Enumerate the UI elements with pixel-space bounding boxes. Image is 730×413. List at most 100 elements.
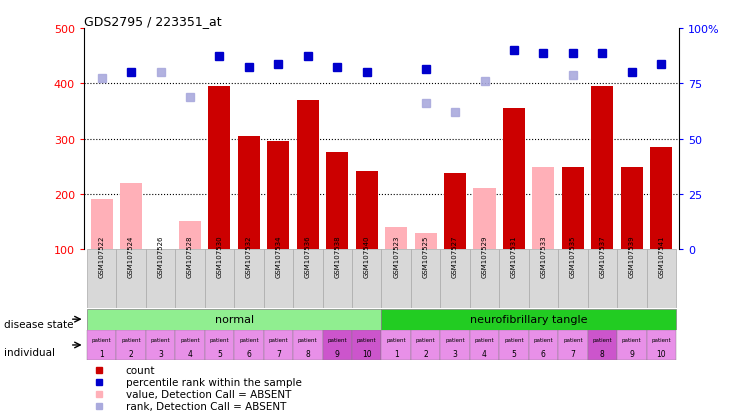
Bar [208,87,231,249]
Text: 9: 9 [335,349,339,358]
Text: 5: 5 [512,349,516,358]
Text: GSM107527: GSM107527 [452,235,458,278]
Text: GSM107524: GSM107524 [128,235,134,278]
Text: GSM107534: GSM107534 [275,235,281,278]
Text: rank, Detection Call = ABSENT: rank, Detection Call = ABSENT [126,401,286,411]
Text: count: count [126,365,155,375]
Bar [440,249,470,309]
Text: 4: 4 [482,349,487,358]
Text: GSM107540: GSM107540 [364,235,369,278]
Text: normal: normal [215,314,254,324]
Bar [293,330,323,360]
Text: 8: 8 [600,349,604,358]
Text: patient: patient [622,337,642,342]
Bar [264,249,293,309]
Text: 6: 6 [247,349,251,358]
Bar [234,330,264,360]
Text: GSM107541: GSM107541 [658,235,664,278]
Text: patient: patient [563,337,583,342]
Text: GSM107523: GSM107523 [393,235,399,278]
Text: 10: 10 [656,349,666,358]
Bar [175,249,204,309]
Text: patient: patient [92,337,112,342]
Text: disease state: disease state [4,319,73,329]
Text: GSM107532: GSM107532 [246,235,252,278]
Bar [356,171,377,249]
Bar [474,189,496,249]
Bar [617,330,647,360]
Bar [385,228,407,249]
Text: GDS2795 / 223351_at: GDS2795 / 223351_at [84,15,222,28]
Bar [503,109,525,249]
Text: patient: patient [386,337,406,342]
Bar [411,249,440,309]
Bar [529,330,558,360]
Text: neurofibrillary tangle: neurofibrillary tangle [470,314,588,324]
Bar [87,249,116,309]
Bar [532,168,555,249]
Text: GSM107531: GSM107531 [511,235,517,278]
Text: GSM107539: GSM107539 [629,235,635,278]
Bar [499,249,529,309]
Text: GSM107538: GSM107538 [334,235,340,278]
Bar [87,330,116,360]
Bar [204,249,234,309]
Text: GSM107535: GSM107535 [570,235,576,278]
Text: GSM107536: GSM107536 [305,235,311,278]
Text: GSM107529: GSM107529 [482,235,488,278]
Bar [91,200,112,249]
Text: patient: patient [328,337,347,342]
Bar [87,309,381,330]
Bar [650,147,672,249]
Bar [352,249,381,309]
Text: 9: 9 [629,349,634,358]
Text: 7: 7 [276,349,281,358]
Text: percentile rank within the sample: percentile rank within the sample [126,377,301,387]
Bar [591,87,613,249]
Bar [326,153,348,249]
Bar [647,249,676,309]
Bar [588,330,617,360]
Bar [116,249,146,309]
Bar [381,309,676,330]
Bar [120,183,142,249]
Bar [267,142,289,249]
Bar [617,249,647,309]
Bar [293,249,323,309]
Text: GSM107522: GSM107522 [99,235,104,278]
Text: individual: individual [4,347,55,357]
Bar [175,330,204,360]
Text: GSM107528: GSM107528 [187,235,193,278]
Bar [381,330,411,360]
Bar [234,249,264,309]
Bar [264,330,293,360]
Text: patient: patient [150,337,170,342]
Bar [116,330,146,360]
Bar [297,101,319,249]
Text: GSM107526: GSM107526 [158,235,164,278]
Text: 2: 2 [128,349,134,358]
Text: 7: 7 [570,349,575,358]
Text: GSM107530: GSM107530 [216,235,223,278]
Text: patient: patient [534,337,553,342]
Bar [558,330,588,360]
Text: patient: patient [298,337,318,342]
Text: 6: 6 [541,349,546,358]
Text: GSM107533: GSM107533 [540,235,547,278]
Text: patient: patient [445,337,465,342]
Text: GSM107525: GSM107525 [423,235,429,278]
Bar [620,168,643,249]
Bar [415,233,437,249]
Text: 1: 1 [393,349,399,358]
Bar [440,330,470,360]
Text: patient: patient [180,337,200,342]
Text: patient: patient [593,337,612,342]
Bar [411,330,440,360]
Text: patient: patient [269,337,288,342]
Bar [499,330,529,360]
Bar [146,330,175,360]
Bar [647,330,676,360]
Bar [323,330,352,360]
Text: patient: patient [210,337,229,342]
Bar [381,249,411,309]
